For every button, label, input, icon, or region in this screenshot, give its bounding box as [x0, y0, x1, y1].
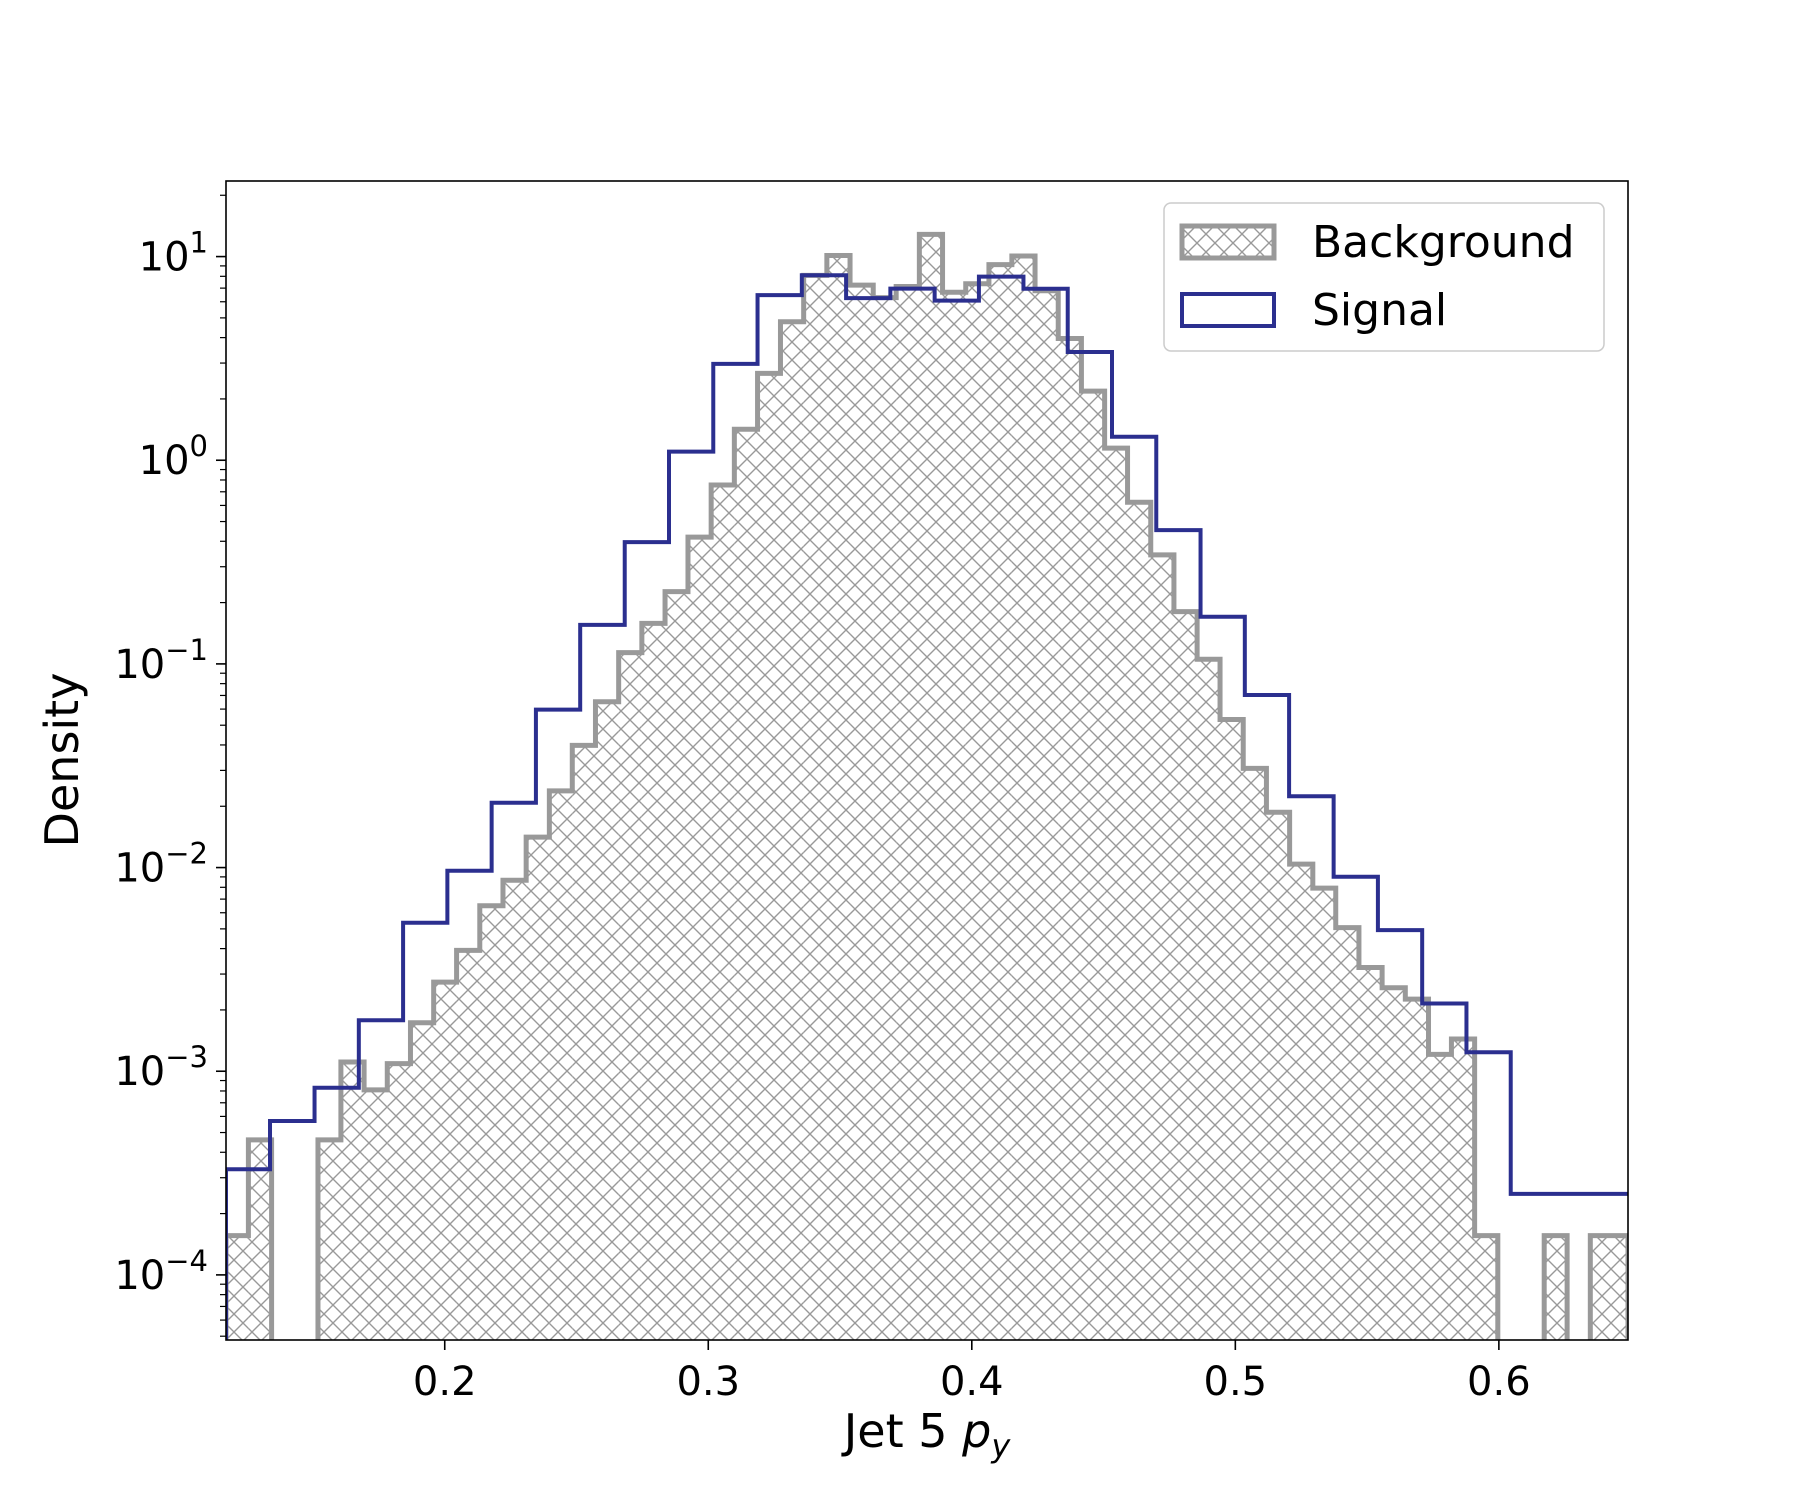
background-bin: [1312, 888, 1336, 1340]
plot-area: [226, 231, 1628, 1340]
background-bin: [965, 283, 989, 1340]
legend-swatch-background: [1179, 223, 1277, 261]
background-bin: [502, 880, 527, 1340]
y-tick-label: 10−1: [114, 633, 208, 688]
background-bin: [1220, 719, 1244, 1340]
x-tick-label: 0.6: [1467, 1359, 1531, 1405]
background-bin: [364, 1089, 388, 1340]
background-bin: [873, 297, 897, 1340]
background-bin: [1058, 338, 1082, 1340]
histogram-bins: [226, 231, 1628, 1340]
background-bin: [850, 285, 874, 1340]
background-bin: [1382, 987, 1406, 1340]
background-bin: [1544, 1235, 1568, 1340]
x-tick-label: 0.2: [413, 1359, 477, 1405]
background-bin: [595, 701, 619, 1340]
background-bin: [1405, 999, 1429, 1340]
legend-swatch-signal: [1180, 292, 1276, 328]
background-bin: [641, 623, 666, 1340]
legend-label-signal: Signal: [1312, 285, 1447, 336]
background-bin: [526, 837, 550, 1340]
background-bin: [248, 1139, 272, 1340]
background-bin: [1035, 290, 1059, 1340]
background-bin: [572, 745, 596, 1340]
background-bin: [1266, 812, 1290, 1340]
background-bin: [988, 264, 1012, 1340]
background-bin: [456, 950, 480, 1340]
background-bin: [433, 982, 457, 1340]
background-bin: [1173, 611, 1198, 1340]
x-axis-title: Jet 5 py: [841, 1404, 1012, 1465]
background-bin: [1451, 1038, 1475, 1340]
background-bin: [687, 537, 712, 1340]
legend: Background Signal: [1163, 202, 1605, 352]
background-bin: [549, 790, 573, 1340]
background-bin: [1197, 659, 1221, 1340]
background-bin: [711, 485, 735, 1340]
background-bin: [410, 1022, 434, 1340]
signal-step-line: [226, 273, 1628, 1340]
background-bin: [618, 652, 642, 1340]
plot-frame: [225, 180, 1629, 1341]
background-bin: [665, 591, 688, 1340]
background-bin: [1150, 554, 1174, 1340]
background-bin: [919, 234, 943, 1340]
background-bin: [1590, 1235, 1628, 1340]
y-tick-label: 101: [139, 226, 208, 281]
background-bin: [826, 255, 851, 1340]
background-bin: [1127, 502, 1151, 1340]
y-axis-ticks: 10−4 10−3 10−2 10−1 100 101: [114, 194, 226, 1337]
background-bin: [1335, 927, 1359, 1340]
background-bin: [1081, 391, 1105, 1340]
y-axis-title: Density: [35, 673, 89, 848]
y-tick-label: 100: [139, 429, 208, 484]
background-bin: [780, 321, 804, 1340]
x-tick-label: 0.5: [1204, 1359, 1268, 1405]
background-bin: [896, 286, 920, 1340]
background-bin: [387, 1063, 411, 1340]
background-step-outline: [226, 231, 1628, 1340]
x-axis-ticks: 0.2 0.3 0.4 0.5 0.6: [413, 1340, 1531, 1405]
background-bin: [734, 429, 758, 1340]
background-bin: [1428, 1054, 1452, 1340]
background-bin: [757, 373, 781, 1340]
background-bin: [1243, 768, 1267, 1340]
background-bin: [803, 275, 827, 1340]
background-bin: [340, 1062, 365, 1340]
background-bin: [942, 292, 966, 1340]
y-tick-label: 10−2: [114, 837, 208, 892]
y-tick-label: 10−4: [114, 1244, 208, 1299]
background-bin: [1289, 864, 1313, 1340]
background-bin: [1474, 1235, 1498, 1340]
x-tick-label: 0.3: [676, 1359, 740, 1405]
background-bin: [1104, 448, 1128, 1340]
x-tick-label: 0.4: [940, 1359, 1004, 1405]
legend-label-background: Background: [1312, 217, 1575, 268]
background-bin: [1358, 967, 1383, 1340]
background-bin: [1011, 255, 1036, 1340]
y-tick-label: 10−3: [114, 1040, 208, 1095]
background-bin: [479, 905, 503, 1340]
background-bin: [226, 1235, 249, 1340]
background-bin: [317, 1139, 341, 1340]
